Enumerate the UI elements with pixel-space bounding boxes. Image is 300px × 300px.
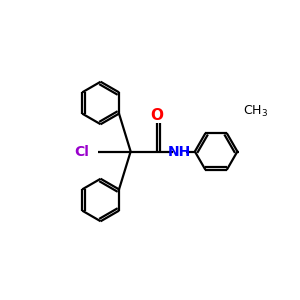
Text: Cl: Cl bbox=[74, 145, 89, 158]
Text: CH$_3$: CH$_3$ bbox=[243, 103, 268, 118]
Text: NH: NH bbox=[167, 145, 191, 158]
Text: O: O bbox=[151, 108, 164, 123]
